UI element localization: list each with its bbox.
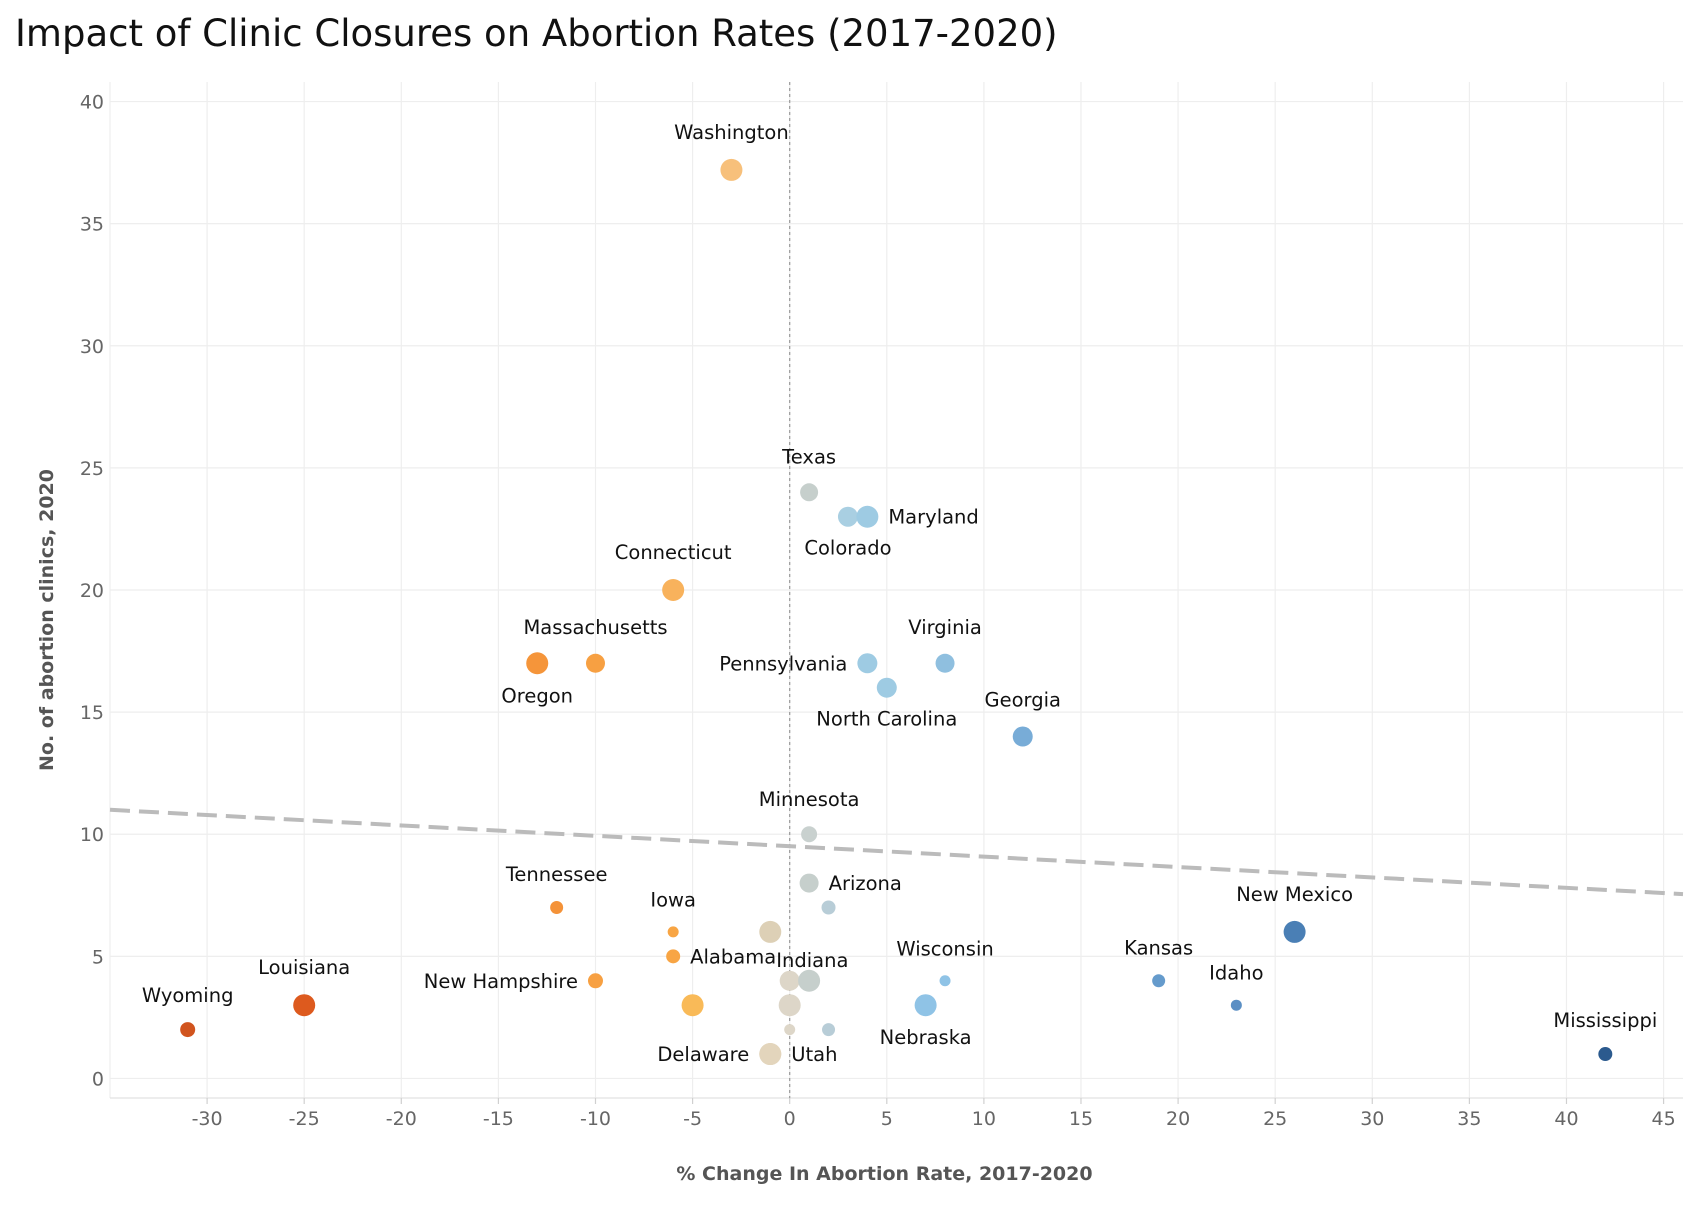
data-point	[837, 506, 858, 527]
data-point	[662, 579, 685, 601]
data-point	[822, 1023, 836, 1037]
data-point	[759, 920, 782, 943]
data-point	[666, 949, 681, 964]
point-label: North Carolina	[816, 708, 957, 731]
data-point	[778, 994, 801, 1017]
point-label: Delaware	[657, 1043, 749, 1066]
data-point	[857, 653, 878, 674]
point-label: Washington	[674, 121, 789, 144]
point-label: Minnesota	[759, 788, 860, 811]
point-label: Iowa	[650, 888, 696, 911]
point-label: Alabama	[690, 945, 776, 968]
point-label: New Hampshire	[424, 970, 578, 993]
data-point	[1230, 999, 1242, 1011]
point-label: Oregon	[501, 684, 573, 707]
data-point	[1283, 920, 1306, 943]
x-tick-label: -20	[386, 1108, 417, 1130]
data-point	[856, 505, 879, 528]
data-point	[779, 970, 800, 991]
point-label: Texas	[781, 445, 836, 468]
data-point	[935, 653, 955, 673]
y-axis-ticks: 0 5 10 15 20 25 30 35 40	[80, 92, 104, 1091]
y-tick-label: 5	[92, 946, 104, 968]
x-tick-label: 40	[1554, 1108, 1578, 1130]
x-tick-label: 5	[881, 1108, 893, 1130]
x-axis-title: % Change In Abortion Rate, 2017-2020	[676, 1163, 1092, 1185]
x-tick-label: -25	[289, 1108, 320, 1130]
point-label: Wisconsin	[896, 937, 993, 960]
point-label: Virginia	[908, 616, 982, 639]
y-axis-title: No. of abortion clinics, 2020	[36, 469, 58, 771]
data-point	[914, 994, 937, 1017]
x-tick-label: 30	[1360, 1108, 1384, 1130]
x-tick-label: 35	[1457, 1108, 1481, 1130]
data-point	[526, 652, 549, 675]
data-point	[801, 826, 818, 843]
x-tick-label: 0	[784, 1108, 796, 1130]
point-label: Colorado	[804, 537, 891, 560]
data-point	[667, 926, 679, 938]
data-points	[180, 158, 1613, 1066]
y-tick-label: 0	[92, 1068, 104, 1090]
x-tick-label: 45	[1651, 1108, 1675, 1130]
data-point	[784, 1024, 796, 1036]
point-label: Utah	[791, 1043, 837, 1066]
point-label: Idaho	[1209, 962, 1263, 985]
x-tick-label: -5	[683, 1108, 702, 1130]
data-point	[1598, 1047, 1613, 1062]
data-point	[800, 483, 819, 502]
point-label: Pennsylvania	[719, 652, 847, 675]
trend-line-layer	[109, 82, 1684, 1098]
point-label: Arizona	[829, 872, 902, 895]
y-tick-label: 30	[80, 336, 104, 358]
data-point	[799, 873, 819, 893]
y-tick-label: 25	[80, 458, 104, 480]
point-label: Connecticut	[615, 541, 732, 564]
point-label: Mississippi	[1553, 1009, 1657, 1032]
x-tick-label: -30	[192, 1108, 223, 1130]
data-point	[1012, 726, 1033, 747]
point-label: Massachusetts	[523, 616, 667, 639]
data-point	[180, 1022, 196, 1038]
point-label: Tennessee	[505, 863, 608, 886]
data-point	[293, 994, 316, 1017]
data-point	[1152, 974, 1166, 988]
data-point	[681, 994, 704, 1017]
data-point	[939, 975, 951, 987]
point-label: Wyoming	[142, 984, 234, 1007]
x-tick-label: -15	[483, 1108, 514, 1130]
x-tick-label: -10	[580, 1108, 611, 1130]
data-point	[720, 158, 743, 181]
chart-title: Impact of Clinic Closures on Abortion Ra…	[15, 12, 1058, 55]
point-label: New Mexico	[1236, 883, 1353, 906]
y-tick-label: 10	[80, 824, 104, 846]
y-tick-label: 35	[80, 214, 104, 236]
point-label: Nebraska	[880, 1026, 972, 1049]
y-tick-label: 40	[80, 92, 104, 114]
x-tick-label: 25	[1263, 1108, 1287, 1130]
point-label: Georgia	[984, 689, 1060, 712]
data-point	[876, 677, 897, 698]
trend-line	[109, 807, 1684, 897]
point-labels: Washington Texas Colorado Maryland Connectic…	[142, 121, 1657, 1066]
data-point	[821, 900, 836, 915]
x-axis-ticks: -30 -25 -20 -15 -10 -5 0 5 10 15 20 25 30 35 40 45	[192, 1098, 1676, 1130]
point-label: Maryland	[888, 506, 978, 529]
data-point	[550, 901, 564, 914]
y-tick-label: 15	[80, 702, 104, 724]
x-tick-label: 15	[1069, 1108, 1093, 1130]
y-tick-label: 20	[80, 580, 104, 602]
data-point	[759, 1043, 782, 1066]
data-point	[798, 969, 821, 992]
point-label: Kansas	[1124, 936, 1193, 959]
point-label: Indiana	[776, 949, 848, 972]
x-tick-label: 10	[972, 1108, 996, 1130]
gridlines	[109, 82, 1683, 1099]
data-point	[587, 973, 603, 989]
data-point	[585, 653, 605, 673]
point-label: Louisiana	[258, 956, 350, 979]
x-tick-label: 20	[1166, 1108, 1190, 1130]
